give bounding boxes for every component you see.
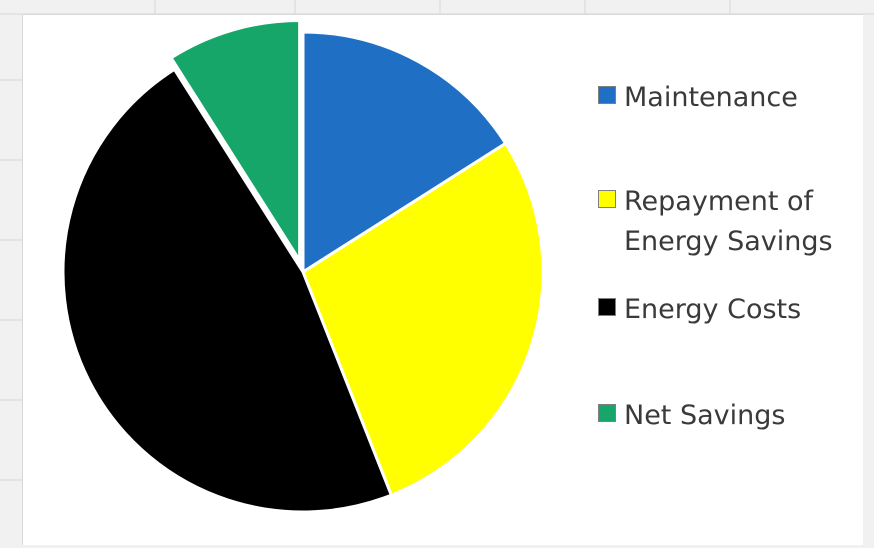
legend-swatch: [598, 86, 616, 104]
legend-swatch: [598, 404, 616, 422]
legend-swatch: [598, 190, 616, 208]
legend-label: Maintenance: [624, 82, 798, 113]
legend-label: Net Savings: [624, 400, 786, 431]
legend-item-net-savings: Net Savings: [598, 396, 864, 436]
legend-label: Repayment of Energy Savings: [624, 186, 833, 257]
pie-slice-energy-costs: [61, 67, 394, 514]
legend-item-energy-costs: Energy Costs: [598, 290, 864, 330]
legend-item-repayment-of-energy-savings: Repayment of Energy Savings: [598, 182, 864, 262]
legend-item-maintenance: Maintenance: [598, 78, 864, 118]
legend-label: Energy Costs: [624, 294, 802, 325]
pie-slice-net-savings: [168, 18, 302, 266]
legend-swatch: [598, 298, 616, 316]
pie-slice-repayment-of-energy-savings: [301, 141, 545, 498]
legend: Maintenance Repayment of Energy Savings …: [598, 0, 868, 548]
pie-slice-maintenance: [301, 30, 508, 275]
